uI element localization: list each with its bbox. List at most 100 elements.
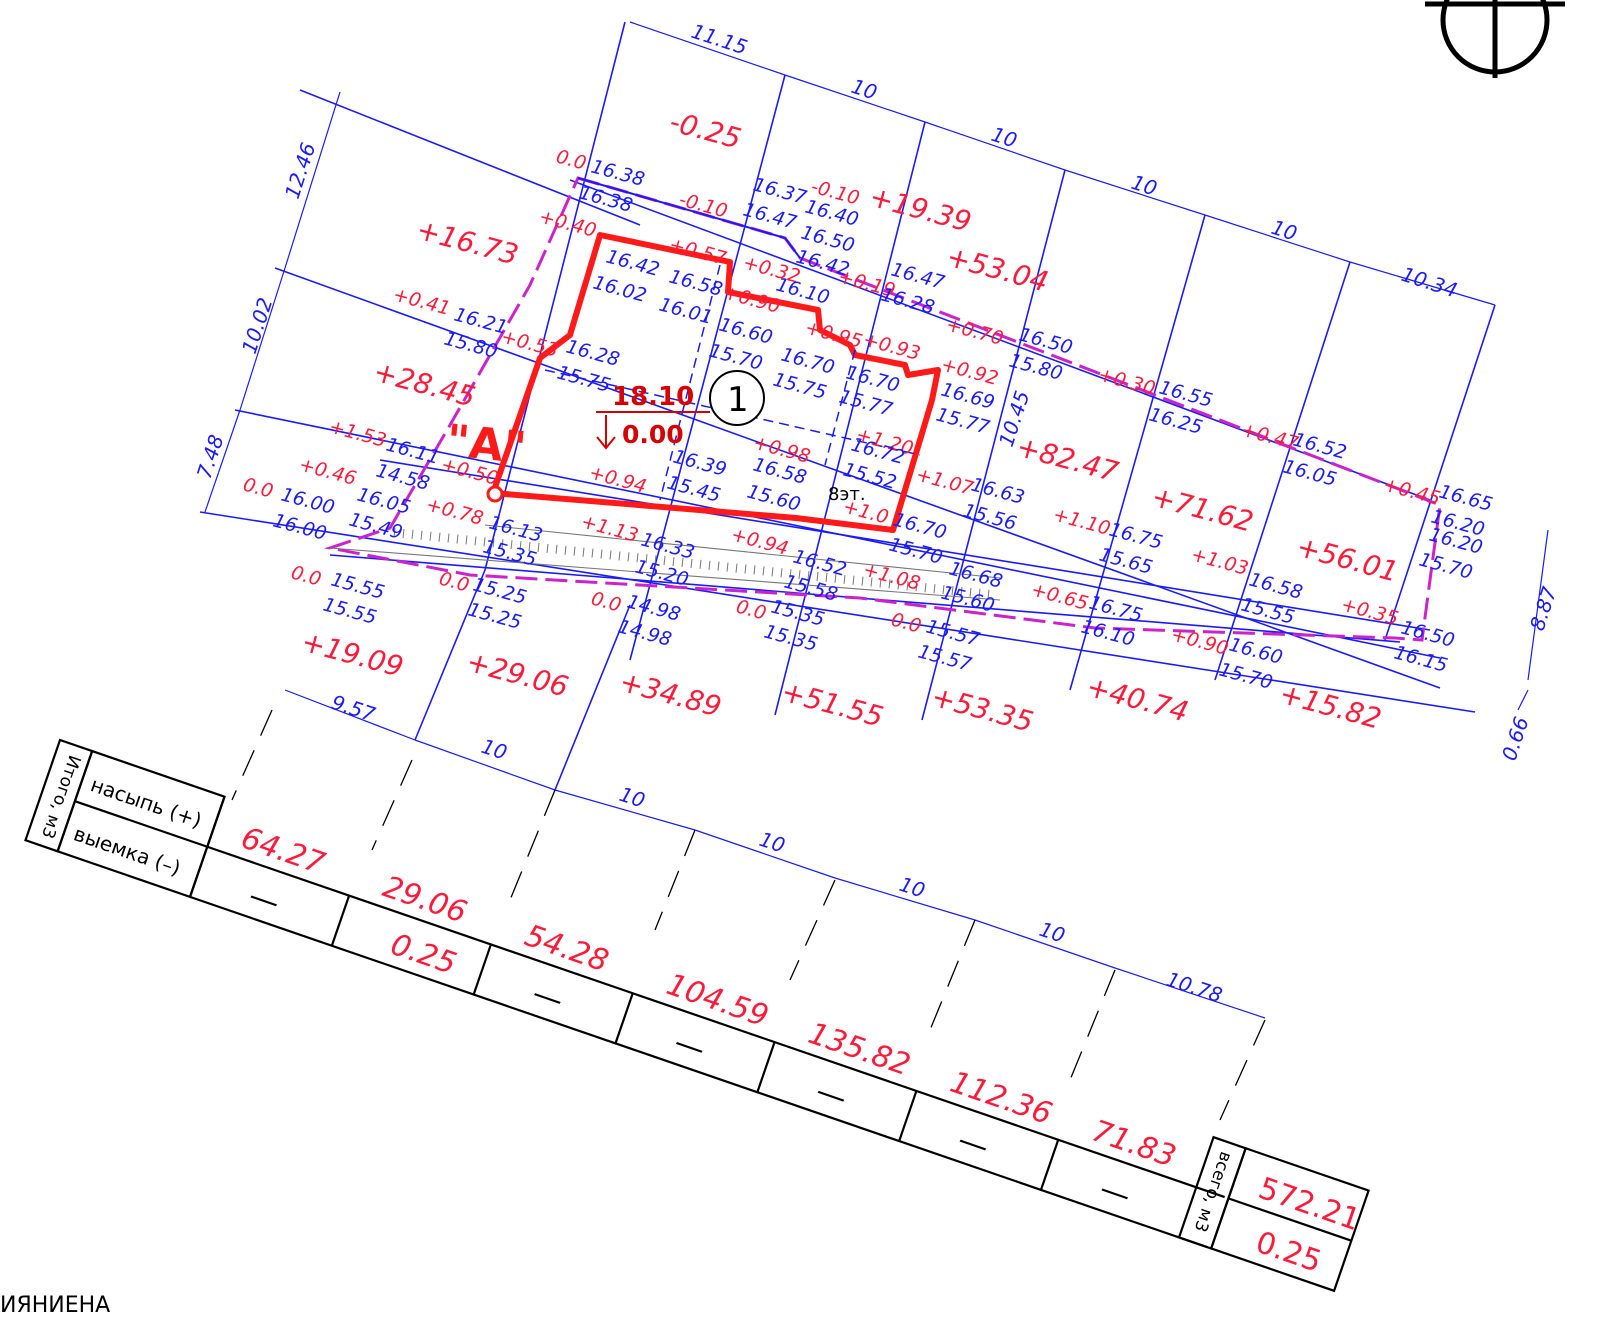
hatch-tick [582,547,585,557]
dimension-label: 10.78 [1163,967,1225,1008]
hatch-tick [528,541,531,552]
hatch-tick [600,549,603,559]
hatch-tick [807,571,810,581]
workpoint-mark: 0.0 [889,609,924,638]
hatch-tick [762,566,765,576]
dimension-label: 10 [616,782,648,813]
leader-lines [231,709,1266,1121]
row-cut-label: выемка (–) [71,821,184,880]
hatch-tick [744,564,747,574]
cut-volume-cell: — [812,1074,852,1117]
workpoint-mark: 0.0 [437,568,472,597]
square-volume: +19.09 [298,625,407,684]
hatch-tick [627,552,630,562]
building-labels: "А" 18.10 0.00 1 8эт. [444,370,866,505]
hatch-tick [420,530,423,540]
hatch-tick [735,563,738,573]
hatch-tick [924,583,927,593]
workpoint-mark: +0.90 [721,282,783,318]
workpoint-mark: +1.13 [579,511,641,547]
hatch-tick [708,560,711,570]
hatch-tick [798,570,801,580]
workpoint-mark: +0.78 [424,494,486,530]
hatch-tick [681,557,684,568]
elevation-mark: 16.25 [1147,404,1205,439]
hatch-tick [510,540,513,550]
hatch-tick [969,587,972,597]
footer-note: ИЯНИЕНА [0,1293,110,1315]
hatch-tick [780,568,783,578]
building-number: 1 [727,380,749,420]
elevation-mark: 16.02 [591,272,649,307]
hatch-tick [816,571,819,582]
cut-volume-cell: 0.25 [386,927,461,982]
hatch-tick [960,586,963,597]
total-cut: 0.25 [1251,1225,1326,1280]
hatch-tick [492,538,495,548]
hatch-tick [546,543,549,553]
hatch-tick [591,548,594,558]
hatch-tick [393,527,396,538]
square-volume: +71.62 [1148,480,1257,539]
hatch-tick [618,551,621,561]
hatch-tick [915,582,918,592]
hatch-tick [852,575,855,585]
fill-volume-cell: 135.82 [804,1016,915,1083]
dimension-label: 10.02 [237,295,278,357]
square-volume: +34.89 [616,665,725,724]
workpoint-mark: +0.35 [1339,594,1401,630]
workpoint-mark: +0.40 [537,206,599,242]
hatch-tick [888,579,891,589]
hatch-tick [537,542,540,553]
workpoint-mark: -0.10 [677,189,730,223]
square-volume: +16.73 [413,213,522,272]
square-volume: +51.55 [778,675,887,734]
workpoint-mark: +0.94 [587,462,649,498]
dimension-label: 12.46 [280,140,321,202]
square-volume: +82.47 [1013,430,1122,489]
dimension-label: 10 [848,74,880,105]
hatch-tick [897,580,900,590]
row-fill-label: насыпь (+) [88,772,205,832]
dimension-label: 10 [1268,215,1300,246]
square-volume: -0.25 [666,105,745,156]
hatch-tick [672,556,675,567]
elevation-mark: 16.05 [1281,456,1339,491]
workpoint-mark: +0.41 [391,284,453,320]
building-mark: "А" [444,415,529,474]
workpoint-mark: +0.90 [1169,624,1231,660]
hatch-tick [870,577,873,587]
building-elevation: 18.10 [612,382,694,412]
slope-band [329,524,1001,601]
volume-table: Итого, м3 насыпь (+) выемка (–) всего, м… [24,738,1370,1293]
cut-volume-cell: — [670,1025,710,1068]
hatch-tick [564,545,567,555]
workpoint-mark: +0.45 [1381,474,1443,510]
dimension-label: 11.15 [688,19,750,60]
hatch-tick [555,544,558,554]
hatch-tick [402,528,405,538]
dimension-label: 0.66 [1497,714,1534,764]
dimension-label: 8.87 [1525,584,1562,634]
hatch-tick [447,533,450,543]
hatch-tick [987,589,990,599]
square-volume: +19.39 [866,180,975,239]
hatch-tick [717,561,720,571]
workpoint-mark: 0.0 [289,562,324,591]
workpoint-mark: +0.95 [803,317,865,353]
hatch-tick [573,546,576,556]
square-volume: +53.04 [943,240,1052,299]
workpoint-mark: +1.07 [914,464,976,500]
workpoint-mark: +0.70 [944,314,1006,350]
workpoint-mark: 0.0 [241,474,276,503]
table-total-label: всего, м3 [1190,1149,1236,1235]
hatch-tick [636,553,639,563]
cut-volume-cell: — [528,976,568,1019]
fill-volume-cell: 104.59 [662,967,773,1034]
hatch-tick [861,576,864,586]
hatch-tick [825,572,828,582]
workpoint-mark: +0.94 [729,524,791,560]
hatch-tick [483,537,486,547]
hatch-tick [663,556,666,566]
